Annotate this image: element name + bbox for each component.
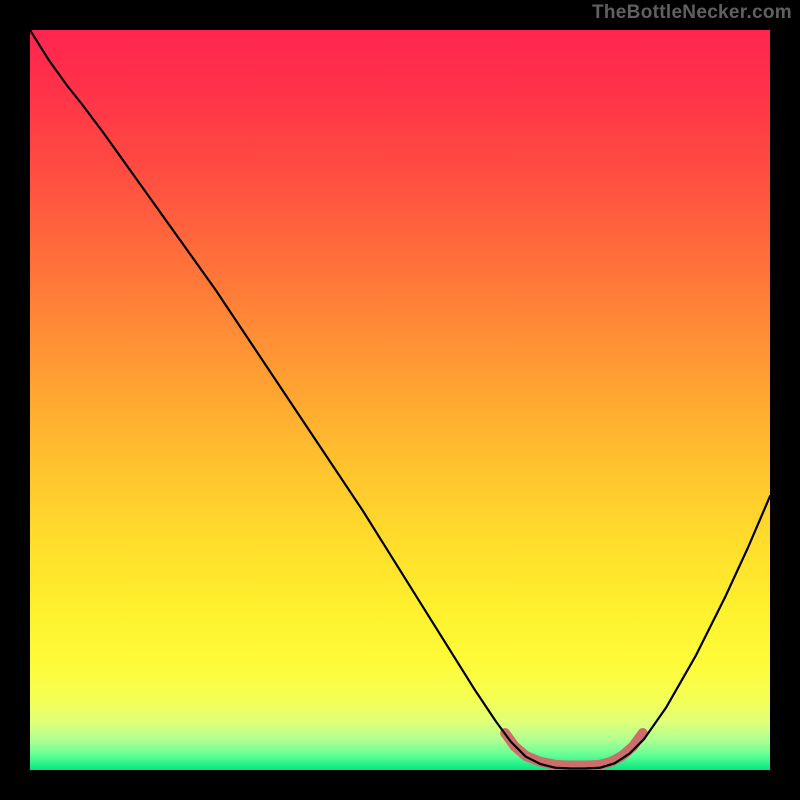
watermark-label: TheBottleNecker.com — [592, 2, 792, 24]
bottleneck-curve-chart — [30, 30, 770, 770]
chart-svg — [30, 30, 770, 770]
